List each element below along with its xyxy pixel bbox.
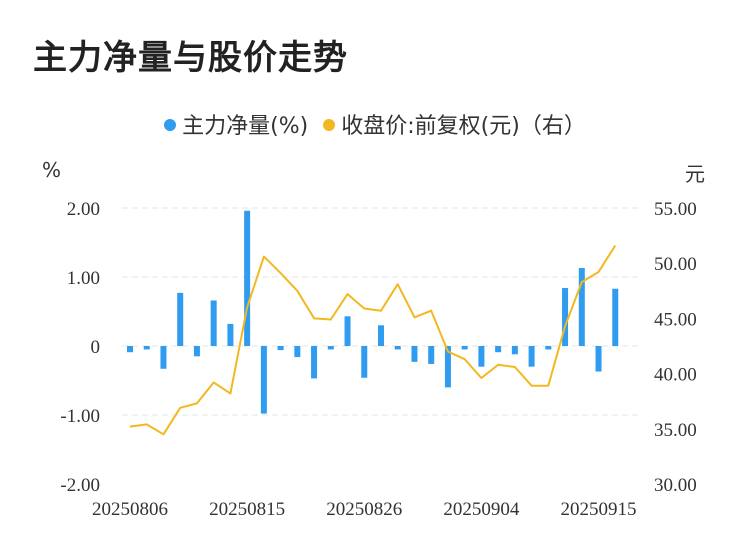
right-tick-label: 50.00 bbox=[654, 254, 697, 275]
right-tick-label: 35.00 bbox=[654, 420, 697, 441]
bar bbox=[511, 346, 518, 355]
bar bbox=[444, 346, 451, 388]
legend-item-line[interactable]: 收盘价:前复权(元)（右） bbox=[323, 108, 586, 140]
legend: 主力净量(%) 收盘价:前复权(元)（右） bbox=[0, 108, 750, 140]
bar bbox=[478, 346, 485, 367]
bar bbox=[127, 346, 133, 353]
bar bbox=[378, 325, 384, 346]
legend-bar-marker bbox=[164, 119, 177, 131]
left-tick-label: -1.00 bbox=[60, 406, 100, 427]
legend-bar-label: 主力净量(%) bbox=[182, 114, 309, 139]
left-axis-unit: % bbox=[42, 158, 62, 182]
bar bbox=[294, 346, 301, 358]
x-tick-label: 20250904 bbox=[443, 499, 520, 520]
chart-title: 主力净量与股价走势 bbox=[33, 38, 348, 78]
bar bbox=[160, 346, 167, 369]
bar bbox=[327, 346, 334, 350]
bar bbox=[461, 346, 468, 350]
x-tick-label: 20250806 bbox=[92, 499, 168, 520]
legend-line-label: 收盘价:前复权(元)（右） bbox=[341, 114, 586, 139]
bar bbox=[562, 288, 569, 346]
left-tick-label: 1.00 bbox=[67, 268, 100, 289]
bar bbox=[495, 346, 502, 353]
x-tick-label: 20250915 bbox=[561, 499, 637, 520]
bar bbox=[193, 346, 200, 357]
right-tick-label: 45.00 bbox=[654, 309, 697, 330]
bar bbox=[311, 346, 318, 379]
bar bbox=[578, 268, 585, 346]
bar bbox=[244, 210, 251, 346]
right-axis-unit: 元 bbox=[685, 162, 705, 186]
left-tick-label: -2.00 bbox=[60, 475, 100, 496]
x-tick-label: 20250826 bbox=[326, 499, 402, 520]
x-tick-label: 20250815 bbox=[209, 499, 285, 520]
legend-item-bar[interactable]: 主力净量(%) bbox=[164, 108, 308, 140]
bar bbox=[277, 346, 284, 351]
bar bbox=[260, 346, 267, 414]
bar bbox=[595, 346, 602, 372]
bar bbox=[612, 288, 619, 346]
legend-line-marker bbox=[323, 119, 336, 131]
right-tick-label: 55.00 bbox=[654, 199, 697, 220]
left-tick-label: 0 bbox=[91, 337, 101, 358]
left-tick-label: 2.00 bbox=[67, 199, 100, 220]
bar bbox=[361, 346, 368, 378]
bar bbox=[411, 346, 418, 362]
bar bbox=[394, 346, 401, 350]
bar bbox=[143, 346, 150, 350]
price-line bbox=[129, 244, 617, 436]
right-tick-label: 30.00 bbox=[654, 475, 697, 496]
bar bbox=[528, 346, 535, 367]
bar bbox=[177, 292, 184, 346]
bar bbox=[428, 346, 435, 364]
bar bbox=[344, 316, 351, 346]
bar bbox=[545, 346, 552, 350]
bar bbox=[227, 323, 234, 346]
right-tick-label: 40.00 bbox=[654, 365, 697, 386]
bar bbox=[210, 300, 217, 346]
